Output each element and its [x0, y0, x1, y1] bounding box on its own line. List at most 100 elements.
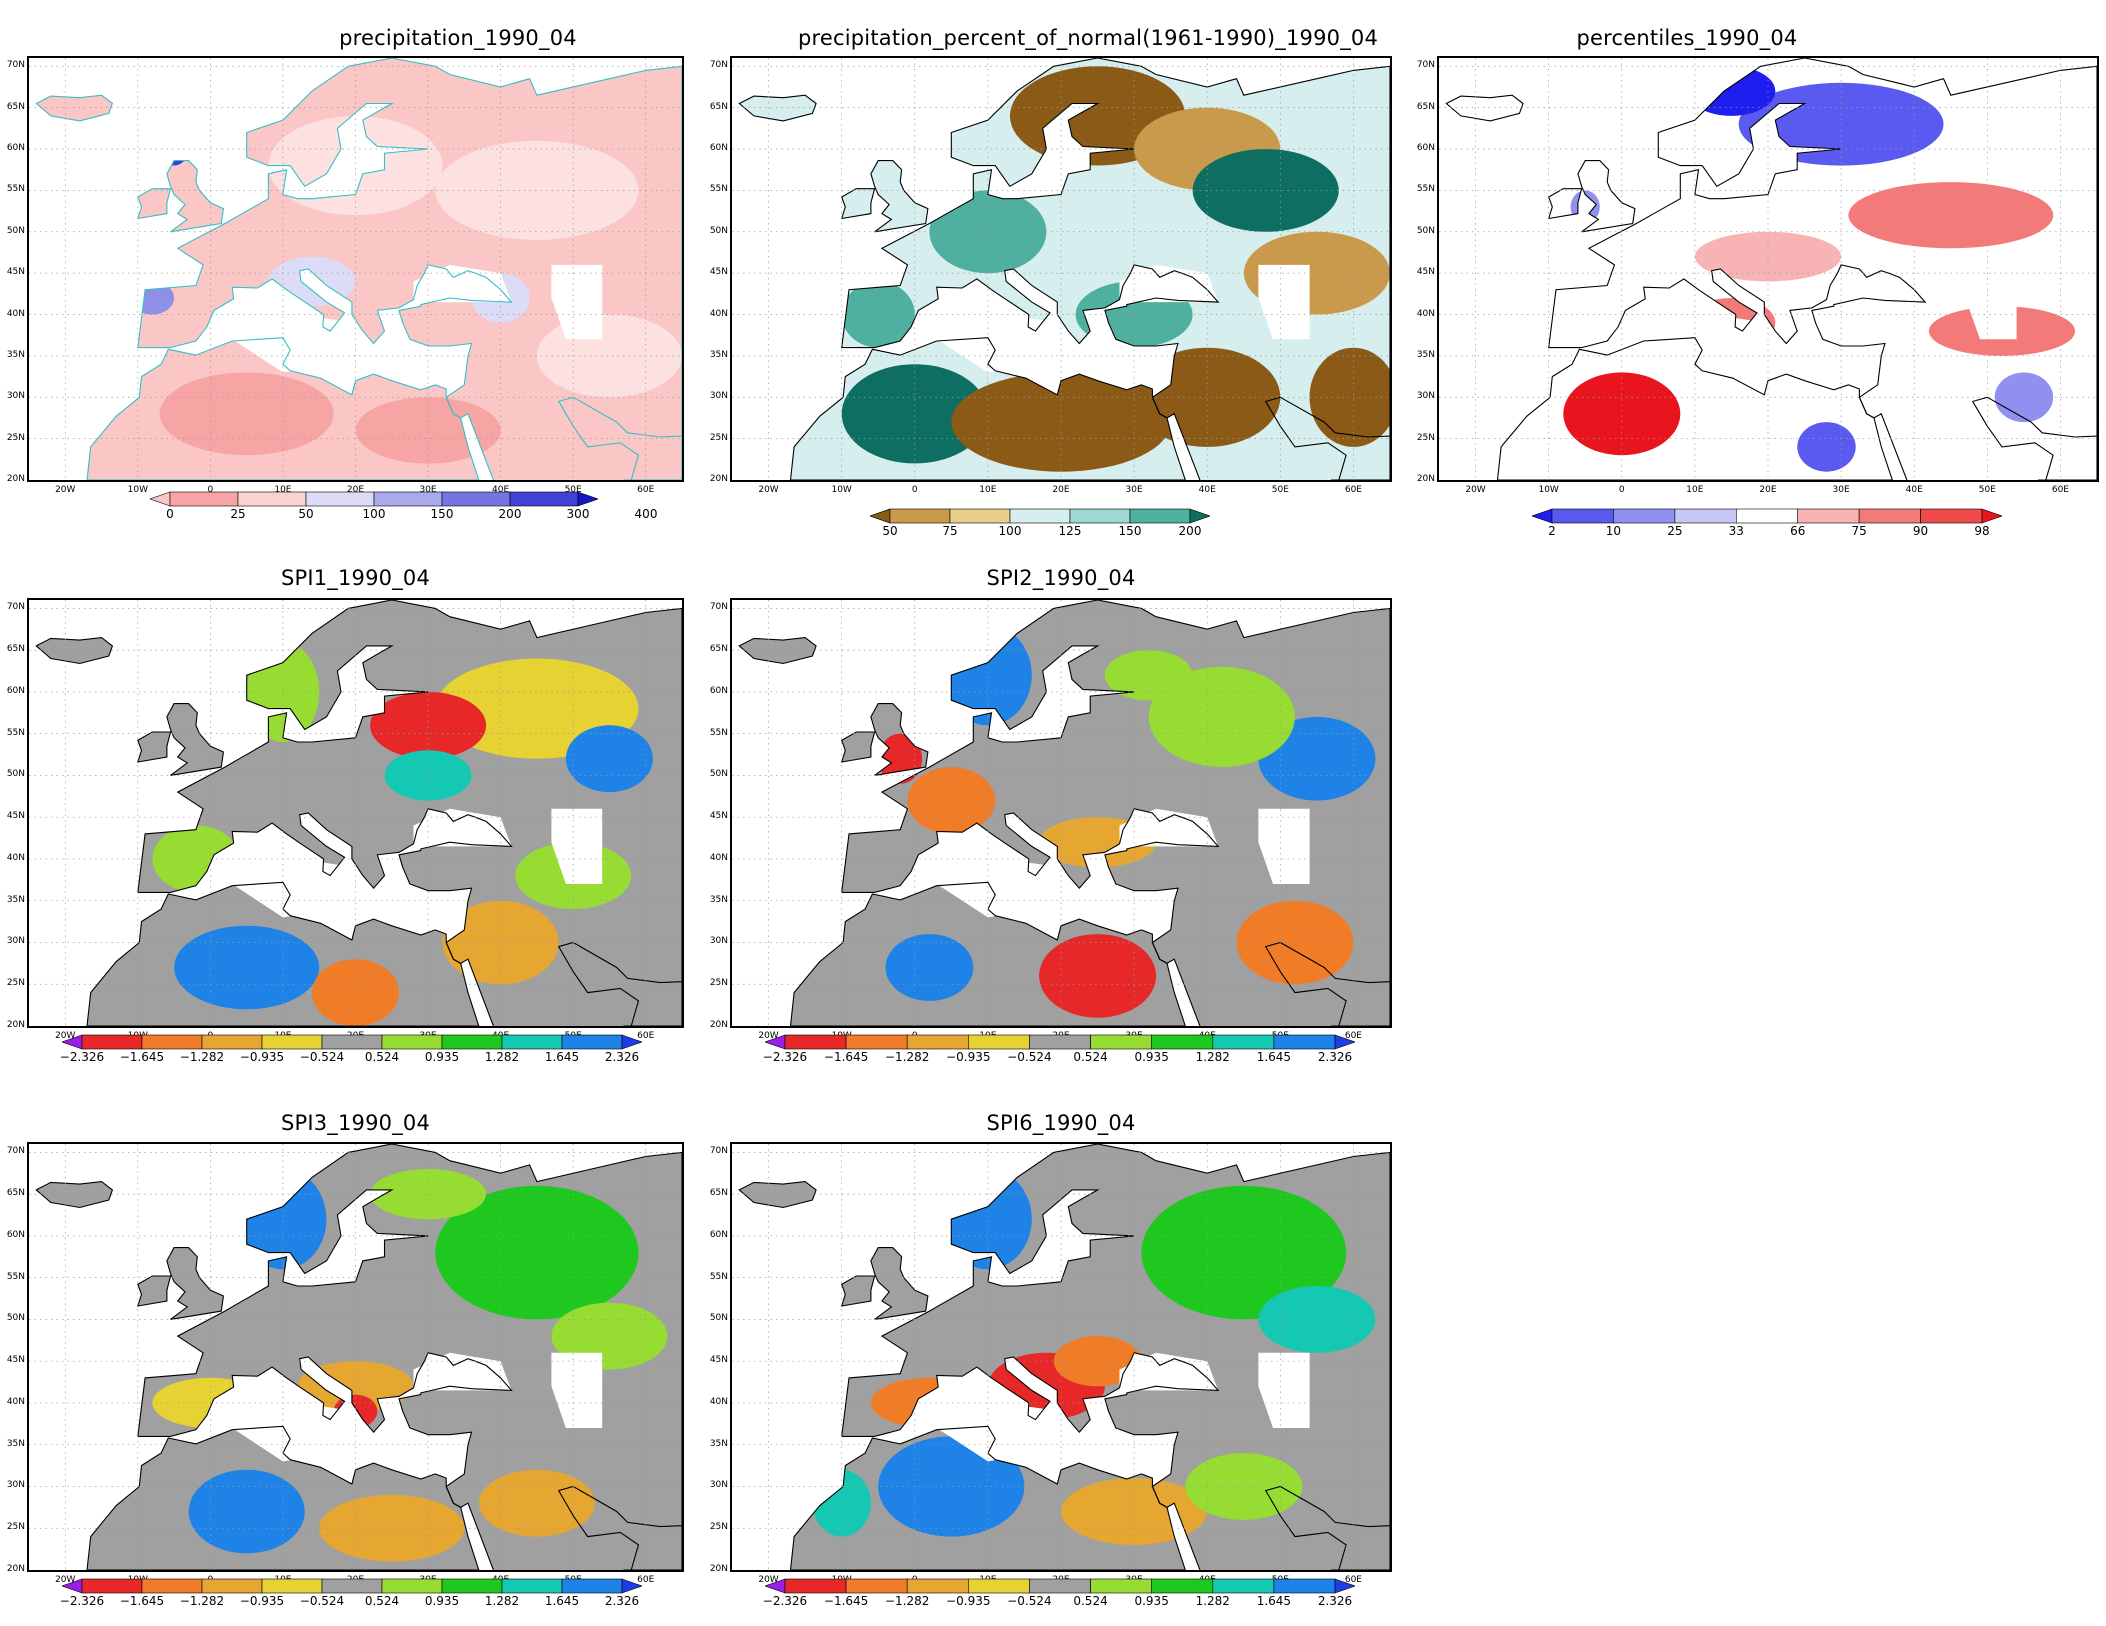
shaded-region [1848, 182, 2054, 249]
coastline-boundaries [738, 1144, 1390, 1570]
lat-label: 65N [709, 1188, 728, 1199]
colorbar-label: 1.282 [1195, 1050, 1230, 1064]
lon-label: 20W [55, 1575, 76, 1585]
colorbar: 0 25 50 100 150 200 300 400 [150, 491, 657, 539]
colorbar-swatch [1334, 1034, 1355, 1050]
lon-label: 10E [979, 485, 997, 495]
map-frame [730, 1142, 1392, 1572]
lat-label: 35N [6, 894, 25, 905]
colorbar-label: −2.326 [762, 1594, 808, 1608]
lat-label: 30N [709, 391, 728, 402]
colorbar-label: 2 [1548, 524, 1556, 538]
colorbar-label: −1.645 [119, 1050, 165, 1064]
shaded-region [1258, 1286, 1376, 1353]
lat-label: 60N [6, 143, 25, 154]
lat-label: 45N [6, 811, 25, 822]
map-canvas [29, 600, 682, 1026]
colorbar-label: 50 [298, 507, 314, 521]
colorbar: −2.326 −1.645 −1.282 −0.935 −0.524 0.524 0.935… [60, 1578, 642, 1626]
lon-label: 40E [1905, 485, 1923, 495]
colorbar-label: 0.524 [364, 1594, 400, 1608]
colorbar-label: 25 [1667, 524, 1683, 538]
colorbar-label: 75 [1851, 524, 1867, 538]
colorbar-label: −0.524 [299, 1050, 345, 1064]
lon-label: 20E [1759, 485, 1777, 495]
lon-label: 40E [1198, 485, 1216, 495]
lon-label: 20W [758, 1575, 779, 1585]
lon-label: 30E [419, 485, 437, 495]
colorbar-swatch [577, 491, 598, 507]
lat-label: 50N [6, 769, 25, 780]
shaded-region [442, 900, 559, 985]
colorbar-swatch [1613, 508, 1676, 524]
lat-label: 50N [709, 769, 728, 780]
shaded-field [36, 1144, 682, 1570]
colorbar-swatch [81, 1034, 143, 1050]
colorbar-swatch [889, 508, 951, 524]
map-frame [1437, 56, 2099, 482]
colorbar-swatch [968, 1034, 1030, 1050]
colorbar-swatch [1797, 508, 1860, 524]
lat-label: 25N [6, 1522, 25, 1533]
colorbar-label: 0.935 [1134, 1050, 1169, 1064]
colorbar-swatch [1532, 508, 1553, 524]
lat-label: 20N [709, 1020, 728, 1030]
lon-label: 20E [346, 485, 365, 495]
colorbar-swatch [1069, 508, 1131, 524]
shaded-region [130, 281, 175, 315]
colorbar-swatch [949, 508, 1011, 524]
colorbar-label: 50 [882, 524, 898, 538]
lat-label: 40N [6, 1396, 25, 1407]
colorbar-swatch [141, 1578, 203, 1594]
lon-label: 30E [1125, 485, 1143, 495]
colorbar-swatch [621, 1034, 642, 1050]
lon-label: 0 [911, 485, 918, 495]
colorbar-label: 2.326 [1317, 1594, 1353, 1608]
lat-label: 65N [6, 1188, 25, 1199]
map-frame [27, 598, 684, 1028]
colorbar-label: 0.524 [1073, 1594, 1108, 1608]
coastline-boundaries [1445, 58, 2097, 480]
shaded-region [312, 959, 399, 1026]
lon-label: 50E [564, 485, 582, 495]
colorbar-label: 200 [498, 507, 522, 521]
lon-label: 10E [274, 485, 292, 495]
lat-label: 50N [709, 1313, 728, 1324]
colorbar-label: 2.326 [604, 1594, 640, 1608]
lat-label: 60N [709, 685, 728, 696]
colorbar-swatch [321, 1578, 383, 1594]
lon-label: 20W [55, 485, 76, 495]
shaded-region [435, 1185, 639, 1320]
colorbar-label: 1.282 [1195, 1594, 1230, 1608]
lon-label: 60E [637, 485, 655, 495]
colorbar-label: 1.645 [544, 1594, 580, 1608]
lon-label: 60E [637, 1031, 655, 1041]
colorbar-swatch [1273, 1034, 1336, 1050]
panel-title: SPI2_1990_04 [986, 566, 1136, 590]
panel-title: SPI1_1990_04 [280, 566, 431, 590]
colorbar-label: −0.935 [946, 1594, 991, 1608]
shaded-region [929, 190, 1047, 274]
colorbar-swatch [561, 1034, 623, 1050]
colorbar: −2.326 −1.645 −1.282 −0.935 −0.524 0.524 0.935… [763, 1034, 1355, 1082]
map-canvas [732, 600, 1390, 1026]
panel-title: SPI3_1990_04 [280, 1111, 431, 1135]
lon-label: 10E [1686, 485, 1704, 495]
lat-label: 45N [709, 267, 728, 278]
colorbar-swatch [441, 1578, 503, 1594]
shaded-region [536, 314, 682, 398]
colorbar-label: 300 [566, 507, 590, 521]
colorbar-swatch [169, 491, 239, 507]
lat-label: 30N [6, 936, 25, 947]
lat-label: 40N [709, 308, 728, 319]
lat-label: 70N [6, 60, 25, 71]
lon-label: 0 [1618, 485, 1625, 495]
lon-label: 60E [637, 1575, 655, 1585]
colorbar-swatch [621, 1578, 642, 1594]
lat-label: 55N [6, 727, 25, 738]
colorbar-label: 66 [1790, 524, 1806, 538]
shaded-field [739, 600, 1390, 1026]
colorbar-swatch [1090, 1578, 1153, 1594]
shaded-region [174, 925, 320, 1010]
colorbar-swatch [765, 1034, 786, 1050]
